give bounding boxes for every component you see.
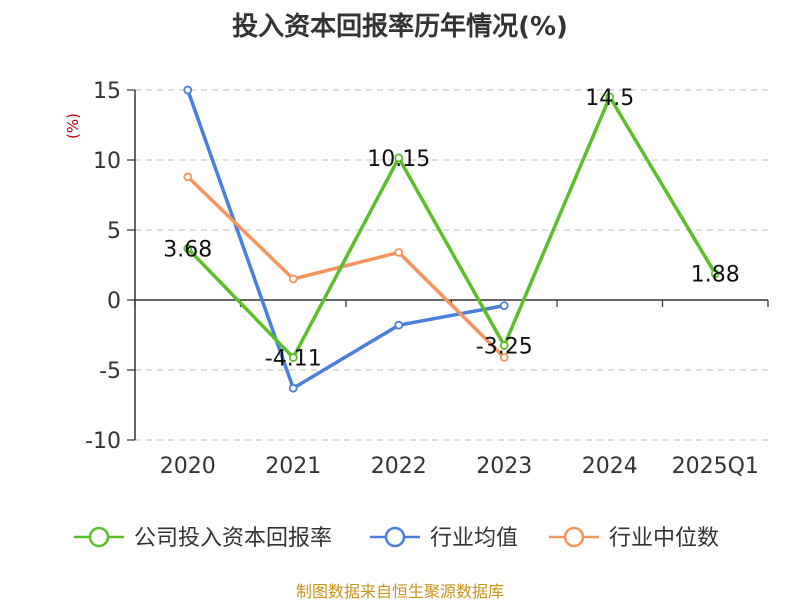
data-point [183,172,193,182]
legend: 公司投入资本回报率 行业均值 行业中位数 [74,526,719,551]
y-tick-label: 5 [107,219,121,244]
x-tick-label: 2025Q1 [672,454,759,479]
series-line [186,89,505,390]
series-line [186,95,717,360]
y-tick-label: -10 [85,429,121,454]
data-label: -4.11 [265,347,322,372]
data-point [288,383,298,393]
data-point [183,244,193,253]
data-labels: 3.68 -4.11 10.15 -3.25 14.5 1.88 [163,86,739,372]
legend-label: 行业均值 [430,526,518,551]
data-point [499,341,509,350]
data-point [605,92,615,102]
data-source-note: 制图数据来自恒生聚源数据库 [295,582,504,601]
series-group [183,85,720,393]
data-label: -3.25 [476,335,533,360]
y-tick-label: 0 [107,289,121,314]
y-axis-unit: (%) [64,113,82,139]
x-tick-label: 2023 [476,454,532,479]
y-tick-labels: 15 10 5 0 -5 -10 [85,79,121,454]
x-tick-label: 2020 [160,454,216,479]
x-tick-label: 2021 [265,454,321,479]
x-tick-labels: 2020 2021 2022 2023 2024 2025Q1 [160,454,759,479]
y-tick-label: -5 [99,359,121,384]
grid-lines [135,89,768,441]
chart-title: 投入资本回报率历年情况(%) [232,12,568,42]
legend-marker [88,526,110,548]
data-point [394,247,404,257]
data-label: 14.5 [585,86,634,111]
data-label: 1.88 [691,263,740,288]
data-label: 3.68 [163,237,212,262]
legend-label: 行业中位数 [609,526,719,551]
data-point [288,353,298,362]
data-point [499,352,509,362]
legend-label: 公司投入资本回报率 [134,526,332,551]
y-tick-label: 15 [93,79,121,104]
data-point [710,269,720,279]
x-tick-label: 2024 [582,454,638,479]
data-point [288,274,298,284]
data-label: 10.15 [367,147,430,172]
x-tick-label: 2022 [371,454,427,479]
y-tick-label: 10 [93,149,121,174]
series-line [186,175,506,359]
data-point [394,153,404,163]
data-point [394,320,404,330]
axes [127,89,769,441]
legend-marker [563,526,585,548]
legend-marker [384,526,406,548]
data-point [183,85,193,95]
data-point [499,301,509,311]
